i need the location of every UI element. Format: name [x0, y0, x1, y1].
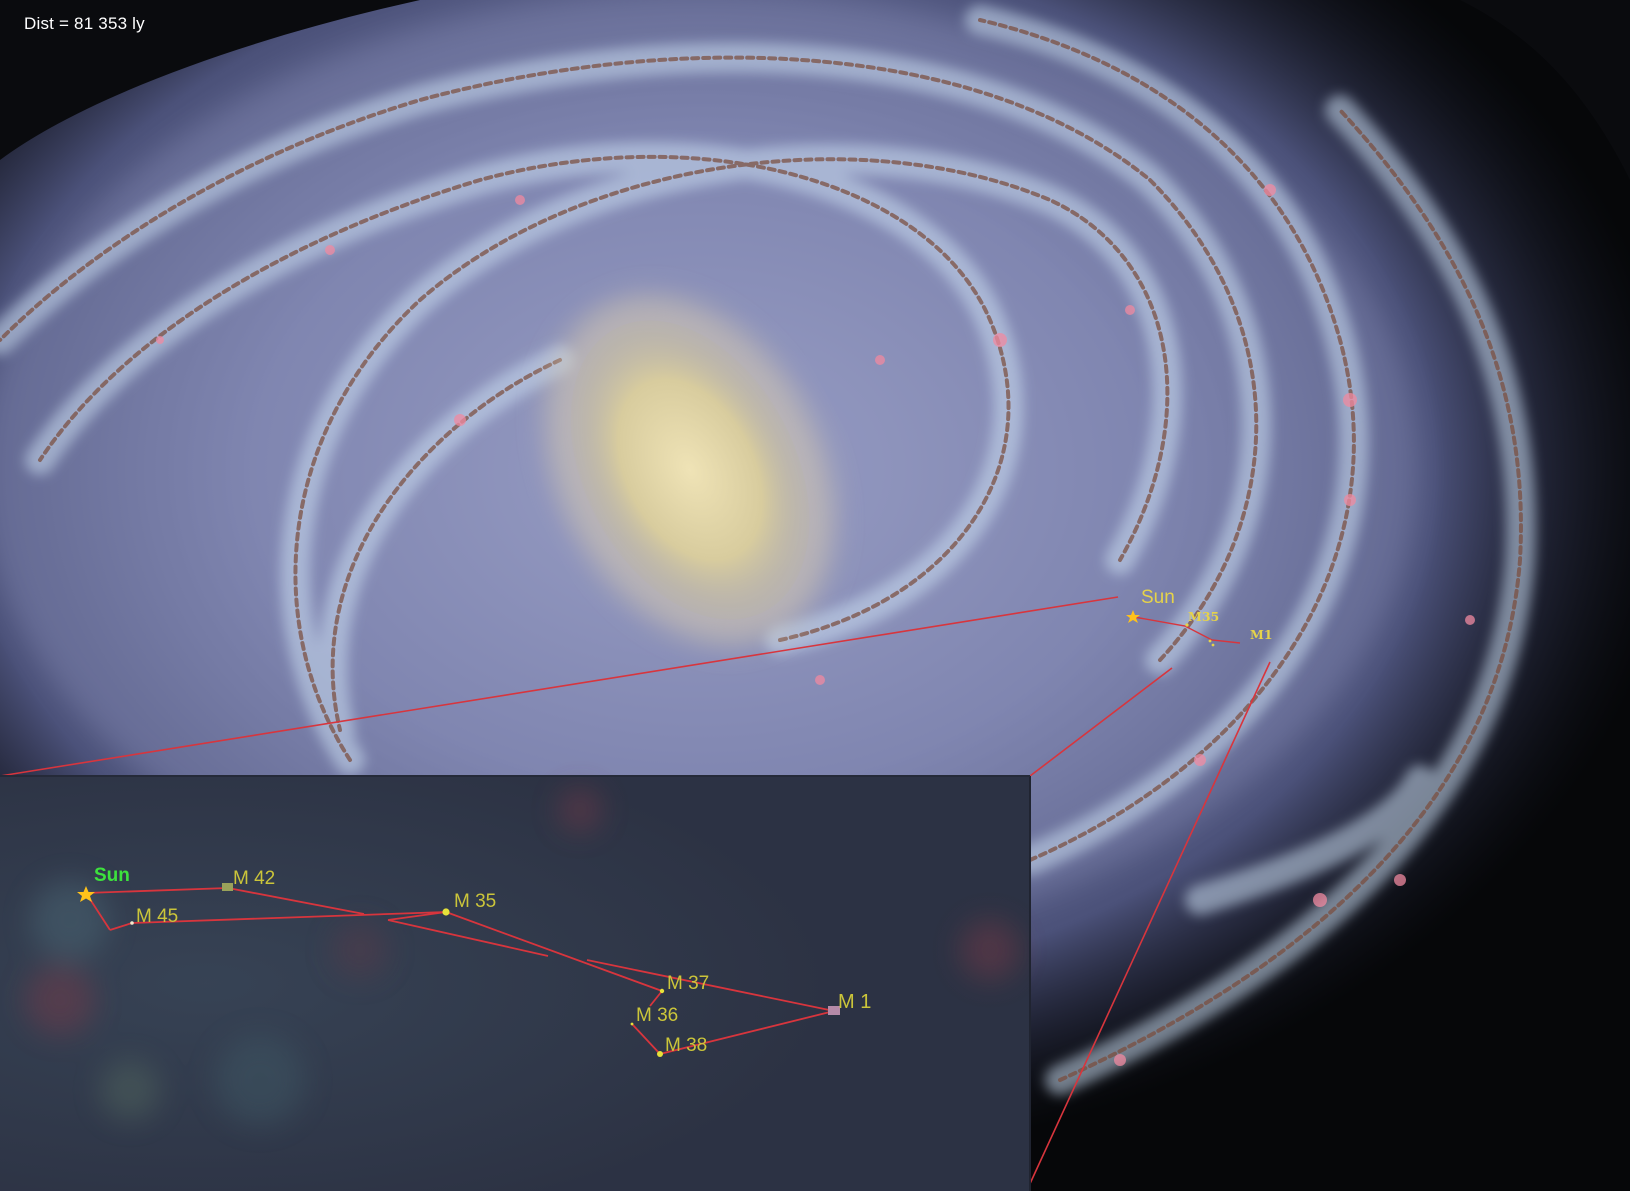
- galaxy-m37-dot-icon[interactable]: [1211, 643, 1215, 647]
- inset-sun-star-icon[interactable]: [77, 886, 95, 902]
- inset-m1-label[interactable]: M 1: [838, 991, 871, 1013]
- spiral-arms: [0, 5, 1536, 1095]
- galaxy-m35-label[interactable]: M35: [1188, 609, 1219, 624]
- inset-m35-dot-icon[interactable]: [442, 908, 450, 916]
- inset-m35-label[interactable]: M 35: [454, 891, 496, 912]
- galaxy-sun-star-icon[interactable]: [1126, 610, 1140, 623]
- inset-panel: [0, 775, 1031, 1191]
- galaxy-sun-label[interactable]: Sun: [1141, 587, 1175, 608]
- galaxy-m36-dot-icon[interactable]: [1208, 639, 1212, 643]
- galactic-bulge: [546, 295, 834, 645]
- galaxy-m1-label[interactable]: M1: [1250, 627, 1273, 642]
- inset-m37-label[interactable]: M 37: [667, 973, 709, 994]
- sky-vignette: [0, 0, 1630, 180]
- inset-sun-label[interactable]: Sun: [94, 865, 130, 886]
- inset-m42-square-marker-icon[interactable]: [222, 883, 233, 891]
- zoom-connector-lines: [0, 596, 1271, 1189]
- inset-m1-square-marker-icon[interactable]: [828, 1006, 840, 1015]
- inset-labels: Sun M 42 M 45 M 35 M 37 M 36 M 38 M 1: [94, 865, 871, 1056]
- inset-m37-dot-icon[interactable]: [659, 988, 665, 994]
- inset-m36-dot-icon[interactable]: [630, 1022, 634, 1026]
- distance-readout: Dist = 81 353 ly: [24, 14, 145, 33]
- galaxy-m35-dot-icon[interactable]: [1185, 623, 1189, 627]
- inset-m38-dot-icon[interactable]: [657, 1051, 663, 1057]
- inset-route-lines: [85, 887, 835, 1055]
- inset-m45-dot-icon[interactable]: [130, 921, 134, 925]
- inset-markers: [77, 883, 840, 1057]
- inset-m42-label[interactable]: M 42: [233, 868, 275, 889]
- inset-m36-label[interactable]: M 36: [636, 1005, 678, 1026]
- inset-m45-label[interactable]: M 45: [136, 906, 178, 927]
- galaxy-sun-region: Sun M35 M1: [1126, 587, 1273, 647]
- inset-m38-label[interactable]: M 38: [665, 1035, 707, 1056]
